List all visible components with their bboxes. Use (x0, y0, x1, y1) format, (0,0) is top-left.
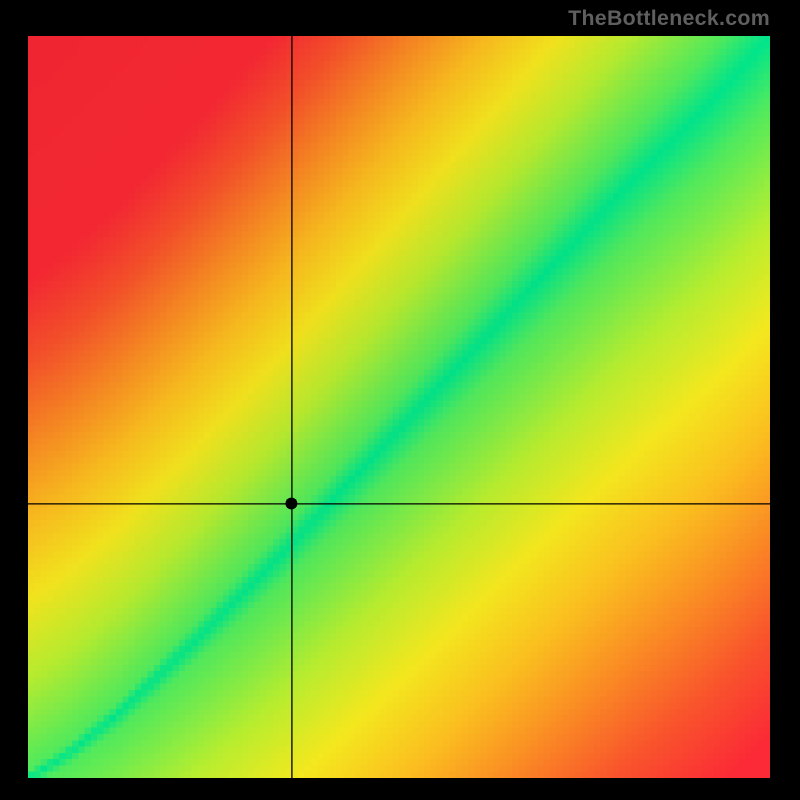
crosshair-overlay (28, 36, 770, 778)
watermark-text: TheBottleneck.com (568, 6, 770, 31)
chart-container: { "canvas": { "width_px": 800, "height_p… (0, 0, 800, 800)
